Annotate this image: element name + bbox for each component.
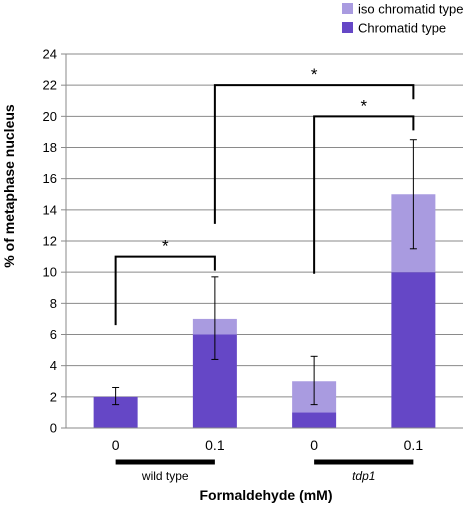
y-tick-label: 22 — [43, 78, 57, 93]
y-tick-label: 20 — [43, 109, 57, 124]
x-tick-label: 0.1 — [404, 437, 424, 453]
group-label: tdp1 — [352, 469, 375, 483]
significance-bracket — [114, 255, 216, 326]
group-label: wild type — [141, 469, 189, 483]
significance-bracket — [313, 115, 415, 274]
group-labels: wild type tdp1 — [115, 459, 414, 483]
y-tick-label: 24 — [43, 47, 57, 62]
y-tick-label: 10 — [43, 265, 57, 280]
y-tick-label: 4 — [50, 358, 57, 373]
bar — [292, 412, 337, 428]
y-tick-label: 6 — [50, 327, 57, 342]
error-bars — [112, 139, 417, 406]
x-tick-label: 0.1 — [205, 437, 225, 453]
significance-label: * — [311, 65, 318, 84]
y-tick-label: 16 — [43, 171, 57, 186]
y-tick-label: 18 — [43, 140, 57, 155]
significance-label: * — [162, 237, 169, 256]
y-tick-label: 12 — [43, 234, 57, 249]
y-tick-label: 0 — [50, 421, 57, 436]
legend-swatch — [342, 22, 353, 33]
legend-label: Chromatid type — [358, 21, 446, 36]
y-tick-label: 8 — [50, 296, 57, 311]
x-axis-title: Formaldehyde (mM) — [199, 487, 332, 503]
y-axis-title: % of metaphase nucleus — [1, 104, 17, 268]
legend-label: iso chromatid type — [358, 2, 464, 17]
significance-bracket — [213, 84, 415, 224]
y-tick-label: 14 — [43, 202, 57, 217]
bars — [93, 194, 436, 428]
y-tick-label: 2 — [50, 389, 57, 404]
legend-swatch — [342, 3, 353, 14]
x-tick-label: 0 — [112, 437, 120, 453]
x-tick-label: 0 — [310, 437, 318, 453]
legend: iso chromatid type Chromatid type — [342, 2, 464, 36]
significance-brackets: * * * — [114, 65, 415, 326]
significance-label: * — [360, 96, 367, 115]
bar — [391, 272, 436, 428]
